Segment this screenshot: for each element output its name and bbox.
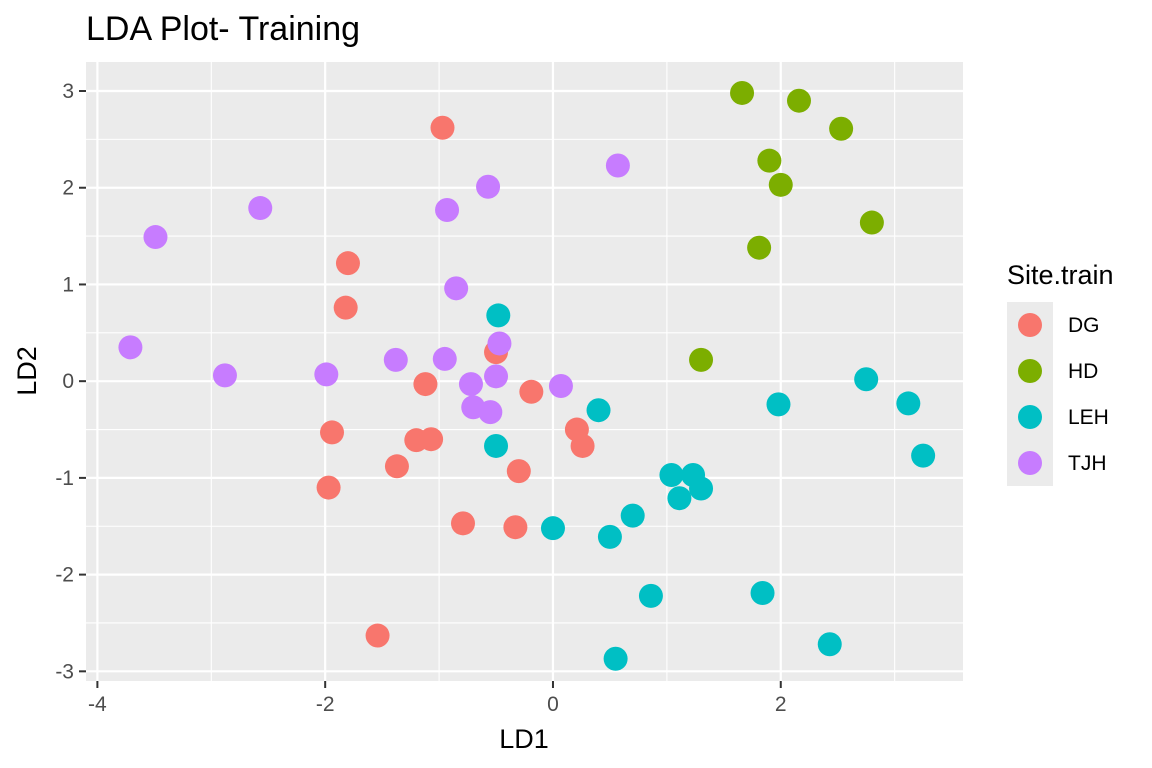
legend-swatch-hd [1018,359,1042,383]
point-tjh [484,364,509,389]
point-leh [486,303,511,328]
x-axis-ticks: -4 -2 0 2 [88,681,787,716]
point-hd [757,148,782,173]
legend-label-dg: DG [1068,314,1100,337]
point-hd [829,116,854,141]
x-tick-label: 0 [547,693,559,716]
point-leh [620,503,645,528]
x-axis-title: LD1 [499,724,549,754]
y-tick-label: 1 [62,273,74,296]
y-tick-label: 3 [62,80,74,103]
point-tjh [118,335,143,360]
point-hd [689,347,714,372]
point-tjh [478,400,503,425]
point-tjh [314,362,339,387]
y-axis-title: LD2 [12,346,42,396]
y-tick-label: -3 [55,660,74,683]
x-tick-label: -2 [316,693,335,716]
point-leh [659,462,684,487]
point-dg [384,454,409,479]
point-tjh [548,374,573,399]
point-leh [766,392,791,417]
point-hd [747,235,772,260]
point-hd [768,172,793,197]
point-tjh [432,346,457,371]
chart-title: LDA Plot- Training [86,10,360,48]
point-leh [667,486,692,511]
point-dg [316,475,341,500]
point-leh [586,398,611,423]
point-leh [896,391,921,416]
y-tick-label: -2 [55,564,74,587]
point-tjh [143,225,168,250]
point-tjh [444,276,469,301]
x-tick-label: -4 [88,693,107,716]
point-dg [430,115,455,140]
y-tick-label: 2 [62,177,74,200]
point-dg [320,420,345,445]
point-leh [854,367,879,392]
y-axis-ticks: -3 -2 -1 0 1 2 3 [55,80,86,683]
point-dg [503,515,528,540]
legend-swatch-tjh [1018,451,1042,475]
point-dg [335,251,360,276]
legend-label-tjh: TJH [1068,452,1107,475]
legend-label-leh: LEH [1068,406,1109,429]
point-leh [638,583,663,608]
legend-swatch-leh [1018,405,1042,429]
legend-title: Site.train [1007,260,1114,290]
legend-items: DG HD LEH TJH [1007,302,1109,486]
point-leh [484,433,509,458]
point-leh [911,443,936,468]
point-leh [597,524,622,549]
legend-label-hd: HD [1068,360,1098,383]
point-dg [365,623,390,648]
x-tick-label: 2 [775,693,787,716]
point-tjh [248,196,273,221]
point-hd [859,210,884,235]
point-dg [413,372,438,397]
point-hd [786,88,811,113]
point-dg [519,379,544,404]
point-dg [450,511,475,536]
point-leh [750,580,775,605]
point-tjh [605,153,630,178]
point-tjh [487,331,512,356]
y-tick-label: 0 [62,370,74,393]
y-tick-label: -1 [55,467,74,490]
point-dg [333,295,358,320]
point-leh [603,646,628,671]
point-tjh [435,197,460,222]
point-dg [570,433,595,458]
point-leh [817,632,842,657]
point-leh [689,476,714,501]
point-tjh [476,174,501,199]
point-tjh [458,372,483,397]
point-tjh [383,347,408,372]
point-leh [540,516,565,541]
legend: Site.train DG HD LEH TJH [1007,260,1114,486]
data-points [118,80,936,671]
point-dg [506,459,531,484]
point-tjh [212,363,237,388]
point-hd [730,80,755,105]
legend-swatch-dg [1018,313,1042,337]
point-dg [419,427,444,452]
